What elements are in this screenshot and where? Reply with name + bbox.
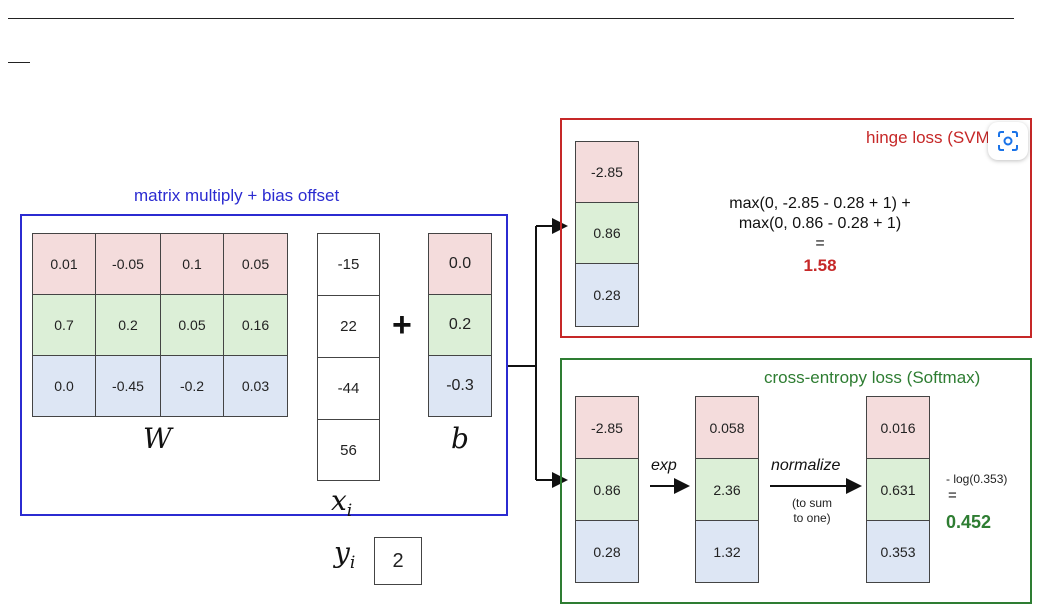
hinge-score-cell: 0.86 bbox=[575, 202, 639, 264]
w-cell: 0.0 bbox=[32, 355, 96, 417]
exp-label: exp bbox=[651, 457, 677, 474]
hinge-score-cell: 0.28 bbox=[575, 263, 639, 327]
x-cell: 22 bbox=[317, 295, 380, 358]
normalize-note-line: (to sum bbox=[791, 496, 832, 510]
x-symbol-sub: i bbox=[346, 501, 353, 521]
x-cell: -44 bbox=[317, 357, 380, 420]
b-symbol: b bbox=[451, 422, 469, 455]
softmax-loss-result: 0.452 bbox=[946, 512, 992, 532]
hinge-formula: max(0, -2.85 - 0.28 + 1) + max(0, 0.86 -… bbox=[680, 194, 960, 276]
softmax-loss-title: cross-entropy loss (Softmax) bbox=[764, 368, 981, 387]
normalize-note: (to sum to one) bbox=[784, 496, 840, 526]
linear-label: matrix multiply + bias offset bbox=[134, 186, 340, 205]
w-cell: 0.01 bbox=[32, 233, 96, 295]
probability-cell: 0.353 bbox=[866, 520, 930, 583]
lens-search-icon bbox=[998, 131, 1018, 151]
lens-search-button[interactable] bbox=[988, 122, 1028, 160]
b-cell: -0.3 bbox=[428, 355, 492, 417]
w-cell: 0.7 bbox=[32, 294, 96, 356]
w-cell: -0.2 bbox=[160, 355, 224, 417]
probability-cell: 0.016 bbox=[866, 396, 930, 459]
linear-box bbox=[20, 214, 508, 516]
w-cell: 0.05 bbox=[160, 294, 224, 356]
softmax-loss-box bbox=[560, 358, 1032, 604]
plus-sign: + bbox=[392, 306, 412, 344]
exp-value-cell: 2.36 bbox=[695, 458, 759, 521]
b-cell: 0.2 bbox=[428, 294, 492, 356]
hinge-formula-line: = bbox=[815, 235, 825, 252]
x-symbol: xi bbox=[331, 484, 352, 521]
w-cell: 0.05 bbox=[223, 233, 288, 295]
softmax-score-cell: 0.28 bbox=[575, 520, 639, 583]
x-cell: 56 bbox=[317, 419, 380, 481]
softmax-score-cell: 0.86 bbox=[575, 458, 639, 521]
hinge-score-cell: -2.85 bbox=[575, 141, 639, 203]
probability-cell: 0.631 bbox=[866, 458, 930, 521]
hinge-loss-box bbox=[560, 118, 1032, 338]
y-symbol-sub: i bbox=[349, 553, 356, 573]
w-cell: 0.1 bbox=[160, 233, 224, 295]
hinge-formula-line: max(0, -2.85 - 0.28 + 1) + bbox=[729, 195, 911, 212]
softmax-loss-expression: - log(0.353) bbox=[946, 472, 1008, 486]
x-cell: -15 bbox=[317, 233, 380, 296]
w-symbol: W bbox=[143, 422, 172, 455]
label-symbol: yi bbox=[334, 536, 355, 573]
w-cell: 0.2 bbox=[95, 294, 161, 356]
w-cell: 0.03 bbox=[223, 355, 288, 417]
exp-value-cell: 1.32 bbox=[695, 520, 759, 583]
normalize-note-line: to one) bbox=[793, 511, 831, 525]
top-divider bbox=[8, 18, 1014, 19]
short-divider bbox=[8, 62, 30, 63]
normalize-label: normalize bbox=[771, 457, 841, 474]
hinge-loss-title: hinge loss (SVM) bbox=[866, 128, 996, 147]
label-value-box: 2 bbox=[374, 537, 422, 585]
softmax-score-cell: -2.85 bbox=[575, 396, 639, 459]
exp-value-cell: 0.058 bbox=[695, 396, 759, 459]
y-symbol-base: y bbox=[334, 536, 350, 569]
x-symbol-base: x bbox=[331, 484, 347, 517]
softmax-equals: = bbox=[948, 487, 957, 504]
hinge-loss-result: 1.58 bbox=[803, 256, 837, 275]
b-cell: 0.0 bbox=[428, 233, 492, 295]
hinge-formula-line: max(0, 0.86 - 0.28 + 1) bbox=[738, 215, 902, 232]
w-cell: 0.16 bbox=[223, 294, 288, 356]
